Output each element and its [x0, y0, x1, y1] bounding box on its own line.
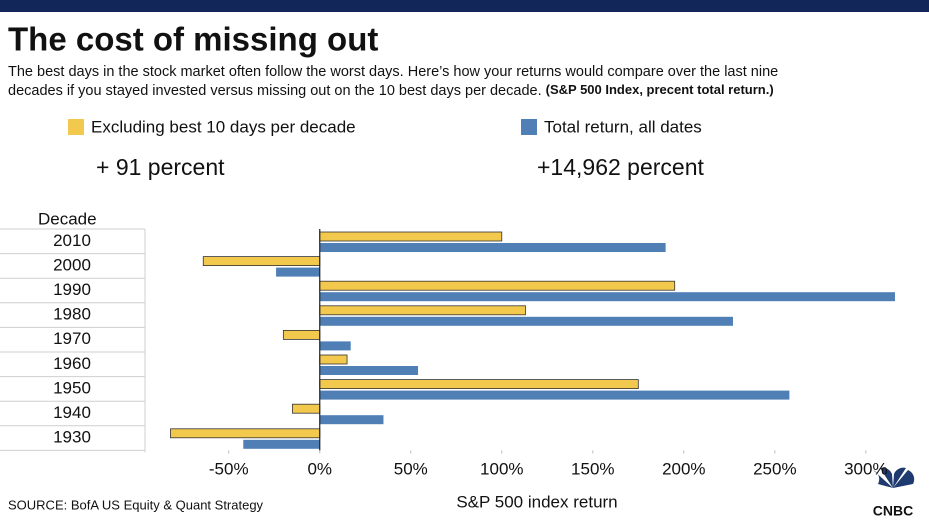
- x-tick-label: 200%: [662, 459, 705, 478]
- x-tick-label: 300%: [844, 459, 887, 478]
- y-tick-label: 1950: [53, 378, 91, 397]
- top-bar: [0, 0, 929, 12]
- y-tick-label: 2010: [53, 231, 91, 250]
- bar: [319, 341, 351, 351]
- bar: [170, 428, 321, 439]
- x-tick-label: 50%: [394, 459, 428, 478]
- y-tick-label: 1980: [53, 305, 91, 324]
- bar: [292, 403, 321, 414]
- logo-mark: [873, 467, 915, 488]
- bar: [202, 256, 321, 267]
- legend-swatch: [521, 119, 537, 135]
- legend-label: Total return, all dates: [544, 117, 702, 136]
- bar: [319, 292, 895, 302]
- y-tick-label: 1960: [53, 354, 91, 373]
- bar: [319, 366, 419, 375]
- y-tick-label: 1970: [53, 329, 91, 348]
- legend-label: Excluding best 10 days per decade: [91, 117, 356, 136]
- bar: [319, 316, 733, 326]
- bar: [319, 243, 666, 252]
- bar: [319, 231, 503, 242]
- subtitle: decades if you stayed invested versus mi…: [8, 82, 774, 98]
- x-tick-label: -50%: [209, 459, 249, 478]
- subtitle: The best days in the stock market often …: [8, 64, 778, 80]
- y-tick-label: 1940: [53, 403, 91, 422]
- bar: [276, 267, 320, 277]
- bar: [319, 354, 348, 365]
- logo-text: CNBC: [873, 503, 913, 519]
- subtitle-line: decades if you stayed invested versus mi…: [8, 83, 542, 99]
- x-tick-label: 250%: [753, 459, 796, 478]
- x-tick-label: 100%: [480, 459, 523, 478]
- chart-title: The cost of missing out: [8, 21, 378, 58]
- x-axis-label: S&P 500 index return: [456, 492, 617, 511]
- y-tick-label: 2000: [53, 255, 91, 274]
- source: SOURCE: BofA US Equity & Quant Strategy: [8, 497, 264, 512]
- subtitle-note: (S&P 500 Index, precent total return.): [546, 82, 774, 97]
- series-total: + 91 percent: [96, 154, 225, 180]
- bar: [319, 390, 790, 400]
- logo: CNBC: [873, 467, 915, 519]
- y-axis-label: Decade: [38, 209, 97, 228]
- x-tick-label: 0%: [307, 459, 332, 478]
- bar: [319, 379, 639, 390]
- x-tick-label: 150%: [571, 459, 614, 478]
- y-tick-label: 1930: [53, 428, 91, 447]
- bar: [319, 415, 384, 425]
- legend-swatch: [68, 119, 84, 135]
- bar: [243, 439, 320, 449]
- y-tick-label: 1990: [53, 280, 91, 299]
- bar: [319, 280, 676, 291]
- bar: [319, 305, 526, 316]
- bar: [282, 329, 321, 340]
- series-total: +14,962 percent: [537, 154, 704, 180]
